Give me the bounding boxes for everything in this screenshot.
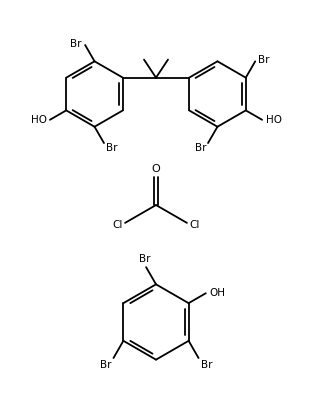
Text: OH: OH — [210, 288, 226, 298]
Text: Br: Br — [139, 254, 151, 264]
Text: Br: Br — [70, 39, 82, 49]
Text: HO: HO — [266, 115, 282, 125]
Text: Br: Br — [195, 143, 206, 153]
Text: Br: Br — [258, 55, 270, 65]
Text: Cl: Cl — [112, 220, 122, 230]
Text: HO: HO — [31, 115, 47, 125]
Text: Br: Br — [201, 360, 212, 370]
Text: Cl: Cl — [190, 220, 200, 230]
Text: Br: Br — [106, 143, 117, 153]
Text: O: O — [151, 164, 160, 174]
Text: Br: Br — [100, 360, 111, 370]
